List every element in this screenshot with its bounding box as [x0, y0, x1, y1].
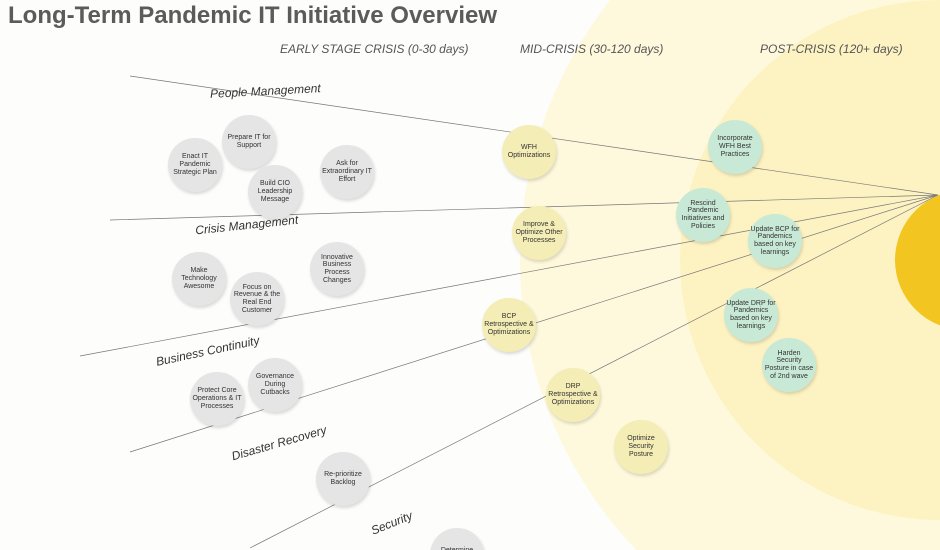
initiative-node: Rescind Pandemic Initiatives and Policie…: [676, 188, 730, 242]
initiative-node: Make Technology Awesome: [172, 252, 226, 306]
initiative-node: Update DRP for Pandemics based on key le…: [724, 288, 778, 342]
initiative-node: Enact IT Pandemic Strategic Plan: [168, 138, 222, 192]
goal-node: PANDEMIC SURVIVED: [895, 190, 940, 330]
initiative-node: Determine Security: [430, 528, 484, 550]
initiative-node: Governance During Cutbacks: [248, 358, 302, 412]
category-label: Security: [369, 508, 414, 537]
category-label: People Management: [210, 81, 321, 101]
initiative-node: Update BCP for Pandemics based on key le…: [748, 214, 802, 268]
initiative-node: Prepare IT for Support: [222, 115, 276, 169]
initiative-node: WFH Optimizations: [502, 125, 556, 179]
initiative-node: Optimize Security Posture: [614, 420, 668, 474]
category-label: Business Continuity: [155, 333, 261, 369]
page-title: Long-Term Pandemic IT Initiative Overvie…: [8, 2, 497, 30]
category-label: Disaster Recovery: [230, 423, 328, 463]
initiative-node: Build CIO Leadership Message: [248, 165, 302, 219]
initiative-node: Innovative Business Process Changes: [310, 242, 364, 296]
initiative-node: Re-prioritize Backlog: [316, 452, 370, 506]
initiative-node: Ask for Extraordinary IT Effort: [320, 145, 374, 199]
phase-label: EARLY STAGE CRISIS (0-30 days): [280, 42, 469, 56]
initiative-node: DRP Retrospective & Optimizations: [546, 368, 600, 422]
phase-label: MID-CRISIS (30-120 days): [520, 42, 663, 56]
initiative-node: BCP Retrospective & Optimizations: [482, 298, 536, 352]
initiative-node: Improve & Optimize Other Processes: [512, 206, 566, 260]
initiative-node: Incorporate WFH Best Practices: [708, 120, 762, 174]
initiative-node: Protect Core Operations & IT Processes: [190, 372, 244, 426]
initiative-node: Harden Security Posture in case of 2nd w…: [762, 338, 816, 392]
initiative-node: Focus on Revenue & the Real End Customer: [230, 272, 284, 326]
phase-label: POST-CRISIS (120+ days): [760, 42, 903, 56]
diagram-svg: [0, 0, 940, 550]
